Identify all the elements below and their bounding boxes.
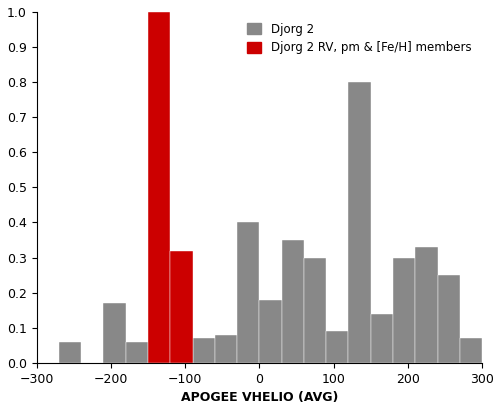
- Bar: [393, 258, 415, 363]
- Bar: [215, 335, 237, 363]
- Bar: [104, 303, 126, 363]
- Bar: [170, 251, 192, 363]
- Bar: [437, 275, 460, 363]
- X-axis label: APOGEE VHELIO (AVG): APOGEE VHELIO (AVG): [181, 391, 338, 404]
- Bar: [349, 82, 371, 363]
- Bar: [148, 12, 170, 363]
- Bar: [282, 240, 304, 363]
- Legend: Djorg 2, Djorg 2 RV, pm & [Fe/H] members: Djorg 2, Djorg 2 RV, pm & [Fe/H] members: [242, 18, 476, 59]
- Bar: [170, 328, 192, 363]
- Bar: [326, 331, 349, 363]
- Bar: [192, 338, 215, 363]
- Bar: [460, 338, 482, 363]
- Bar: [126, 342, 148, 363]
- Bar: [59, 342, 81, 363]
- Bar: [237, 222, 260, 363]
- Bar: [304, 258, 326, 363]
- Bar: [260, 300, 282, 363]
- Bar: [415, 247, 437, 363]
- Bar: [371, 314, 393, 363]
